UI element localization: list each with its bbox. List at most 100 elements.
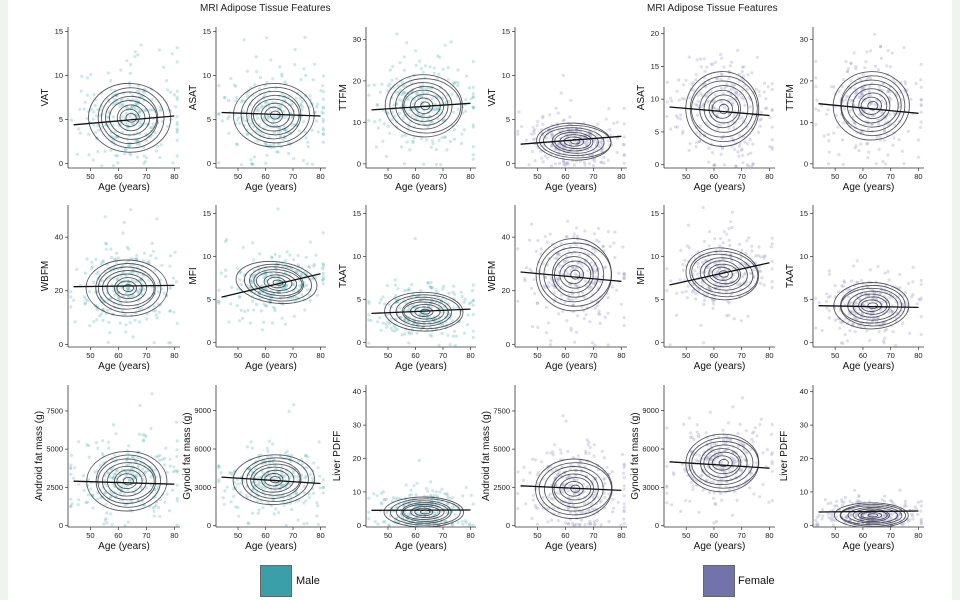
x-axis-label: Age (years) <box>694 182 746 193</box>
data-point <box>382 122 386 126</box>
data-point <box>620 452 625 456</box>
data-point <box>566 522 570 526</box>
data-point <box>384 322 388 326</box>
data-point <box>175 127 179 131</box>
data-point <box>88 324 92 328</box>
data-point <box>681 131 685 136</box>
data-point <box>902 46 906 50</box>
data-point <box>817 109 821 113</box>
x-tick-label: 50 <box>234 172 242 181</box>
data-point <box>157 506 161 510</box>
data-point <box>602 161 606 165</box>
data-point <box>727 301 731 305</box>
data-point <box>307 496 311 500</box>
data-point <box>469 493 473 497</box>
data-point <box>398 61 402 65</box>
data-point <box>739 148 744 152</box>
data-point <box>295 295 299 300</box>
data-point <box>557 129 562 133</box>
data-point <box>78 131 82 135</box>
data-point <box>247 285 251 289</box>
data-point <box>721 241 725 245</box>
data-point <box>133 54 137 59</box>
data-point <box>123 524 127 527</box>
data-point <box>296 270 300 274</box>
data-point <box>574 283 578 287</box>
data-point <box>696 99 700 103</box>
data-point <box>732 112 736 116</box>
data-point <box>431 120 435 124</box>
data-point <box>114 432 118 436</box>
data-point <box>273 473 277 477</box>
data-point <box>426 281 430 285</box>
data-point <box>700 105 704 109</box>
data-point <box>287 151 291 156</box>
data-point <box>290 507 294 512</box>
data-point <box>382 498 386 502</box>
data-point <box>725 232 729 236</box>
data-point <box>254 302 258 307</box>
data-point <box>222 502 226 506</box>
data-point <box>109 247 113 251</box>
data-point <box>917 297 921 301</box>
x-tick-label: 80 <box>170 531 178 540</box>
density-contour <box>703 260 741 288</box>
data-point <box>841 121 846 125</box>
data-point <box>143 470 147 474</box>
x-axis-label: Age (years) <box>395 541 447 552</box>
data-point <box>535 301 539 306</box>
data-point <box>622 494 626 498</box>
data-point <box>321 278 325 282</box>
data-point <box>831 515 835 519</box>
data-point <box>266 449 270 453</box>
data-point <box>315 293 319 297</box>
data-point <box>851 310 855 314</box>
data-point <box>119 274 123 278</box>
data-point <box>252 258 256 262</box>
data-point <box>101 279 105 283</box>
data-point <box>543 286 547 290</box>
data-point <box>412 484 416 488</box>
data-point <box>734 91 738 95</box>
data-point <box>108 495 112 499</box>
data-point <box>554 106 558 110</box>
data-point <box>175 499 179 503</box>
density-contour <box>711 455 733 471</box>
data-point <box>396 287 400 291</box>
data-point <box>545 240 549 244</box>
density-contour <box>867 100 879 111</box>
data-point <box>113 257 117 261</box>
data-point <box>379 328 383 332</box>
data-point <box>846 70 850 74</box>
data-point <box>112 423 116 427</box>
data-point <box>584 313 588 317</box>
data-point <box>705 65 709 69</box>
data-point <box>557 470 562 474</box>
data-point <box>731 456 735 461</box>
y-axis-label: VAT <box>40 89 51 107</box>
density-contour <box>101 91 159 145</box>
data-point <box>72 298 76 302</box>
data-point <box>310 277 314 281</box>
data-point <box>467 302 472 306</box>
data-point <box>437 55 442 59</box>
data-point <box>414 63 418 67</box>
data-point <box>304 73 308 78</box>
data-point <box>770 87 774 92</box>
data-point <box>280 74 284 78</box>
data-point <box>118 491 122 495</box>
x-tick-label: 80 <box>914 351 922 360</box>
data-point <box>766 85 770 89</box>
data-point <box>737 144 742 148</box>
data-point <box>463 109 468 113</box>
data-point <box>847 295 851 299</box>
data-point <box>541 122 545 126</box>
data-point <box>142 90 146 95</box>
data-point <box>668 343 672 347</box>
data-point <box>693 269 697 273</box>
data-point <box>269 58 273 62</box>
data-point <box>251 162 255 166</box>
data-point <box>749 151 753 155</box>
data-point <box>608 244 612 248</box>
data-point <box>131 267 135 271</box>
